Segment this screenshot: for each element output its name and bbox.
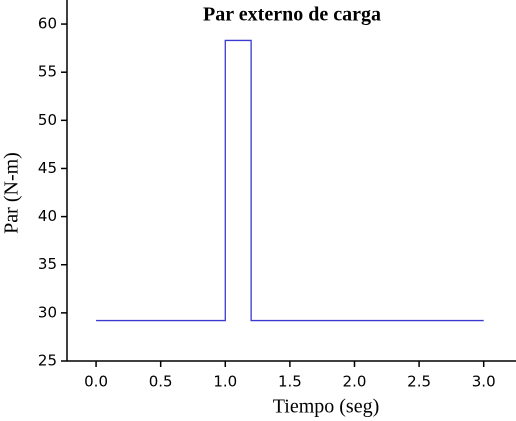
x-tick-label: 2.5 <box>407 373 431 391</box>
x-tick-label: 2.0 <box>343 373 367 391</box>
x-tick-label: 3.0 <box>472 373 496 391</box>
y-tick-label: 25 <box>38 352 57 370</box>
y-tick-label: 50 <box>38 111 57 129</box>
x-tick-label: 0.0 <box>84 373 108 391</box>
x-tick-label: 1.0 <box>213 373 237 391</box>
x-axis-label: Tiempo (seg) <box>273 396 379 418</box>
x-tick-label: 1.5 <box>278 373 302 391</box>
line-series <box>96 39 484 322</box>
y-tick-label: 55 <box>38 63 57 81</box>
y-tick-label: 40 <box>38 207 57 225</box>
x-tick-label: 0.5 <box>149 373 173 391</box>
y-tick-label: 45 <box>38 159 57 177</box>
y-tick-label: 30 <box>38 303 57 321</box>
chart-title: Par externo de carga <box>203 4 381 26</box>
y-tick-label: 60 <box>38 15 57 33</box>
y-tick-label: 35 <box>38 255 57 273</box>
y-axis-label: Par (N-m) <box>1 152 23 234</box>
